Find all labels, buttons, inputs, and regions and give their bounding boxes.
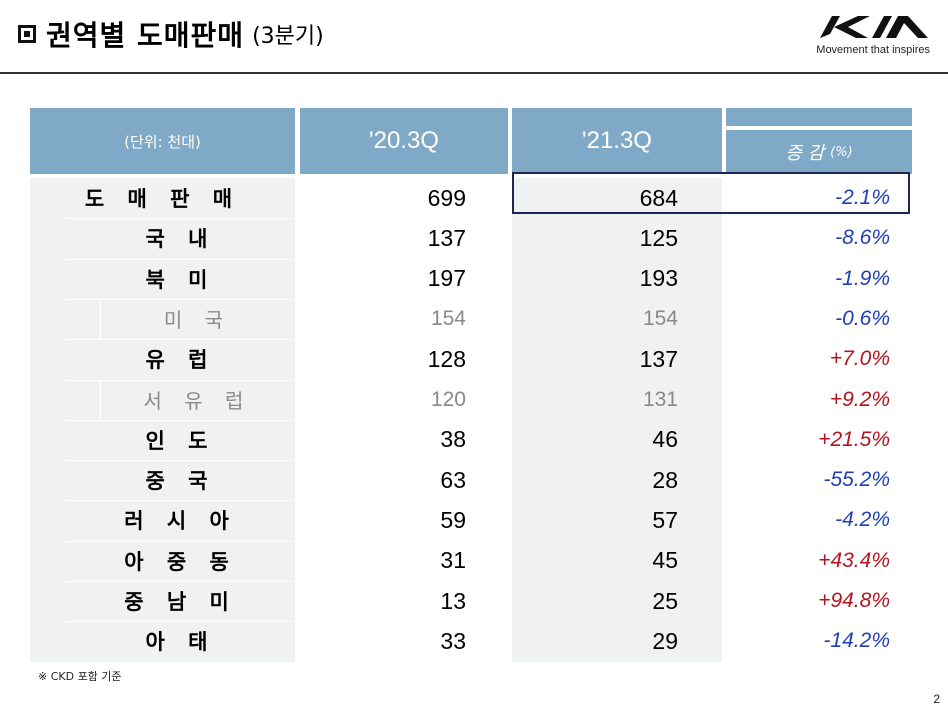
curr-year-header: '21.3Q: [512, 108, 722, 174]
curr-value: 154: [642, 306, 678, 330]
row-indent-panel: [66, 379, 100, 420]
table-row: 아 중 동 31 45 +43.4%: [30, 540, 912, 581]
total-highlight-box: [512, 172, 910, 214]
row-label-panel: [66, 218, 295, 259]
row-label-panel: [100, 379, 295, 420]
table-row: 도 매 판 매 699 684 -2.1%: [30, 178, 912, 218]
curr-year-column-bg: [512, 178, 722, 662]
change-value: +43.4%: [818, 548, 890, 572]
change-value: -14.2%: [823, 629, 890, 653]
row-label-panel: [66, 621, 295, 662]
row-label-panel: [66, 540, 295, 581]
row-label: 아 태: [145, 630, 216, 655]
row-label: 아 중 동: [124, 549, 237, 574]
curr-value: 125: [639, 224, 678, 251]
row-label-panel: [66, 339, 295, 380]
page-number: 2: [933, 692, 940, 706]
change-value: -1.9%: [835, 266, 890, 290]
prev-value: 38: [440, 426, 466, 453]
curr-value: 684: [639, 184, 678, 211]
row-label: 도 매 판 매: [84, 187, 241, 211]
prev-value: 31: [440, 547, 466, 574]
prev-value: 33: [440, 627, 466, 654]
change-value: -2.1%: [835, 186, 890, 209]
table-row: 러 시 아 59 57 -4.2%: [30, 500, 912, 541]
page-subtitle: (3분기): [252, 24, 324, 49]
prev-value: 13: [440, 587, 466, 614]
row-label-panel: [66, 460, 295, 501]
table-row: 인 도 38 46 +21.5%: [30, 419, 912, 460]
change-value: -55.2%: [823, 468, 890, 492]
table-row: 서 유 럽 120 131 +9.2%: [30, 379, 912, 420]
row-label: 서 유 럽: [143, 389, 252, 413]
row-label-panel: [66, 500, 295, 541]
curr-value: 131: [642, 387, 678, 411]
curr-value: 28: [652, 466, 678, 493]
logo-tagline: Movement that inspires: [816, 44, 930, 56]
change-header: 증 감 (%): [726, 130, 912, 174]
prev-year-header: '20.3Q: [300, 108, 508, 174]
sales-table: (단위: 천대) '20.3Q '21.3Q 증 감 (%) 도 매 판 매 69…: [30, 108, 912, 662]
table-row: 국 내 137 125 -8.6%: [30, 218, 912, 259]
prev-value: 120: [430, 387, 466, 411]
change-header-label: 증 감: [785, 143, 825, 164]
prev-value: 699: [427, 184, 466, 211]
prev-value: 197: [427, 265, 466, 292]
kia-wordmark-icon: [820, 16, 928, 38]
row-label-panel: [66, 258, 295, 299]
row-label-panel: [66, 581, 295, 621]
change-value: +21.5%: [818, 427, 890, 451]
prev-value: 154: [430, 306, 466, 330]
row-label: 인 도: [145, 428, 216, 453]
row-label-panel: [66, 419, 295, 460]
row-label: 미 국: [163, 308, 232, 333]
curr-value: 137: [639, 345, 678, 372]
page-title: 권역별 도매판매: [46, 19, 245, 52]
curr-value: 57: [652, 506, 678, 533]
curr-value: 25: [652, 587, 678, 614]
curr-value: 29: [652, 627, 678, 654]
table-row: 중 국 63 28 -55.2%: [30, 460, 912, 501]
title-divider: [0, 72, 948, 74]
prev-value: 128: [427, 345, 466, 372]
row-label: 유 럽: [145, 348, 216, 373]
table-row: 미 국 154 154 -0.6%: [30, 298, 912, 339]
row-label: 북 미: [145, 267, 216, 292]
change-value: +9.2%: [829, 387, 890, 411]
row-label: 중 남 미: [124, 590, 237, 614]
kia-logo: Movement that inspires: [810, 12, 930, 56]
square-bullet-icon: [18, 25, 36, 43]
unit-header: (단위: 천대): [30, 108, 295, 174]
row-label: 국 내: [145, 227, 216, 252]
change-value: -8.6%: [835, 226, 890, 250]
row-indent-panel: [66, 298, 100, 339]
table-row: 중 남 미 13 25 +94.8%: [30, 581, 912, 621]
change-value: -4.2%: [835, 508, 890, 532]
prev-value: 63: [440, 466, 466, 493]
prev-value: 137: [427, 224, 466, 251]
table-row: 아 태 33 29 -14.2%: [30, 621, 912, 662]
change-value: +7.0%: [829, 347, 890, 371]
footnote: ※ CKD 포함 기준: [38, 670, 122, 683]
prev-value: 59: [440, 506, 466, 533]
curr-value: 193: [639, 265, 678, 292]
row-label: 러 시 아: [124, 509, 237, 534]
curr-value: 46: [652, 426, 678, 453]
slide-title: 권역별 도매판매 (3분기): [18, 12, 324, 56]
table-row: 유 럽 128 137 +7.0%: [30, 339, 912, 380]
table-row: 북 미 197 193 -1.9%: [30, 258, 912, 299]
change-value: -0.6%: [835, 306, 890, 330]
change-value: +94.8%: [818, 589, 890, 612]
row-label-panel: [100, 298, 295, 339]
change-header-top: [726, 108, 912, 126]
change-header-unit: (%): [830, 144, 853, 160]
row-label: 중 국: [145, 469, 216, 494]
curr-value: 45: [652, 547, 678, 574]
